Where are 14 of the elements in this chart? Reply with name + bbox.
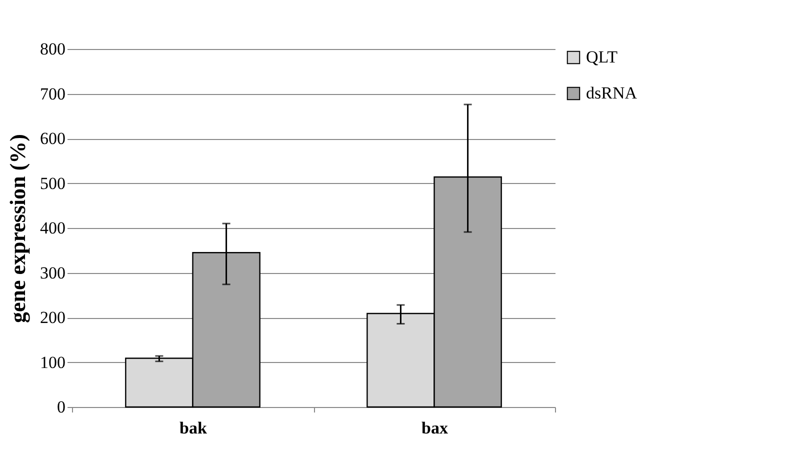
y-tick-label: 800: [40, 40, 66, 58]
legend-label: dsRNA: [586, 84, 638, 102]
y-axis-title: gene expression (%): [5, 134, 30, 324]
y-tick-label: 200: [40, 308, 66, 327]
y-tick-label: 100: [40, 352, 66, 372]
y-tick-label: 600: [40, 129, 66, 148]
x-tick-label: bak: [180, 418, 208, 438]
legend-label: QLT: [586, 48, 618, 66]
x-tick-label: bax: [422, 418, 448, 438]
y-tick-label: 500: [40, 174, 66, 193]
y-tick-label: 300: [40, 263, 66, 282]
y-tick-label: 400: [40, 218, 66, 238]
y-tick-label: 0: [57, 398, 66, 416]
y-tick-label: 700: [40, 84, 66, 104]
